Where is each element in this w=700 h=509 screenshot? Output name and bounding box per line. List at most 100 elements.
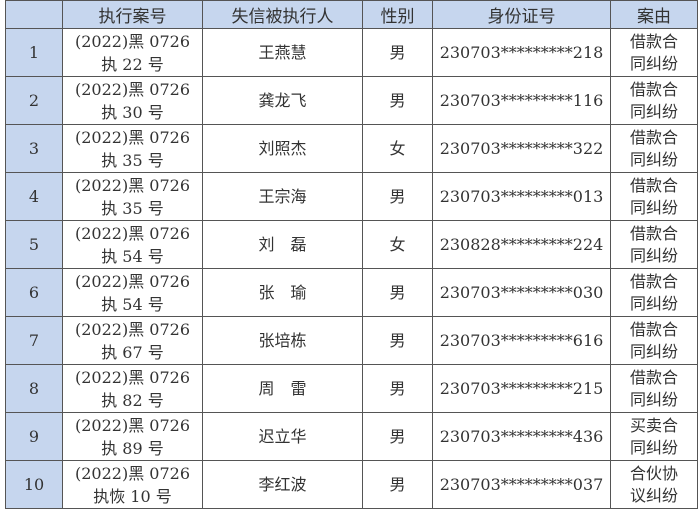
row-index: 5 bbox=[5, 220, 63, 269]
case-number: (2022)黑 0726 执 67 号 bbox=[62, 316, 203, 365]
header-case-number: 执行案号 bbox=[62, 0, 203, 29]
case-line-1: (2022)黑 0726 bbox=[74, 223, 190, 243]
case-number: (2022)黑 0726 执 35 号 bbox=[62, 172, 203, 221]
cause-line-2: 议纠纷 bbox=[629, 485, 678, 505]
case-line-1: (2022)黑 0726 bbox=[74, 31, 190, 51]
case-number: (2022)黑 0726 执 54 号 bbox=[62, 220, 203, 269]
gender: 男 bbox=[362, 460, 433, 509]
debtor-name: 王燕慧 bbox=[202, 28, 363, 77]
cause-line-2: 同纠纷 bbox=[629, 149, 678, 169]
table-row: 7 (2022)黑 0726 执 67 号 张培栋男 230703*********61… bbox=[5, 316, 698, 365]
case-line-1: (2022)黑 0726 bbox=[74, 79, 190, 99]
header-debtor: 失信被执行人 bbox=[202, 0, 363, 29]
row-index: 10 bbox=[5, 460, 63, 509]
cause-line-1: 借款合 bbox=[629, 127, 678, 147]
debtor-name: 迟立华 bbox=[202, 412, 363, 461]
row-index: 8 bbox=[5, 364, 63, 413]
cause: 借款合 同纠纷 bbox=[610, 28, 698, 77]
gender: 男 bbox=[362, 28, 433, 77]
case-number: (2022)黑 0726 执 54 号 bbox=[62, 268, 203, 317]
cause-line-2: 同纠纷 bbox=[629, 245, 678, 265]
cause-line-1: 借款合 bbox=[629, 367, 678, 387]
id-number: 230703*********616 bbox=[432, 316, 611, 365]
cause-line-2: 同纠纷 bbox=[629, 53, 678, 73]
table-row: 3 (2022)黑 0726 执 35 号 刘照杰女 230703*********32… bbox=[5, 124, 698, 173]
row-index: 6 bbox=[5, 268, 63, 317]
case-line-2: 执 35 号 bbox=[101, 150, 164, 170]
gender: 女 bbox=[362, 220, 433, 269]
cause: 借款合 同纠纷 bbox=[610, 364, 698, 413]
case-line-2: 执 30 号 bbox=[101, 102, 164, 122]
cause: 买卖合 同纠纷 bbox=[610, 412, 698, 461]
table-row: 10 (2022)黑 0726 执恢 10 号 李红波男 230703*********… bbox=[5, 460, 698, 509]
table-row: 6 (2022)黑 0726 执 54 号 张 瑜男 230703*********03… bbox=[5, 268, 698, 317]
row-index: 2 bbox=[5, 76, 63, 125]
case-line-1: (2022)黑 0726 bbox=[74, 175, 190, 195]
cause-line-1: 买卖合 bbox=[629, 415, 678, 435]
header-index bbox=[5, 0, 63, 29]
cause: 借款合 同纠纷 bbox=[610, 268, 698, 317]
cause-line-2: 同纠纷 bbox=[629, 197, 678, 217]
cause-line-1: 借款合 bbox=[629, 175, 678, 195]
case-line-1: (2022)黑 0726 bbox=[74, 463, 190, 483]
case-number: (2022)黑 0726 执 89 号 bbox=[62, 412, 203, 461]
cause-line-1: 借款合 bbox=[629, 79, 678, 99]
case-number: (2022)黑 0726 执 22 号 bbox=[62, 28, 203, 77]
case-line-2: 执 35 号 bbox=[101, 198, 164, 218]
table-row: 1 (2022)黑 0726 执 22 号 王燕慧男 230703*********21… bbox=[5, 28, 698, 77]
debtor-table: 执行案号 失信被执行人 性别 身份证号 案由 1 (2022)黑 0726 执 22… bbox=[5, 0, 698, 509]
debtor-name: 张培栋 bbox=[202, 316, 363, 365]
id-number: 230703*********116 bbox=[432, 76, 611, 125]
cause-line-2: 同纠纷 bbox=[629, 437, 678, 457]
id-number: 230703*********037 bbox=[432, 460, 611, 509]
header-row: 执行案号 失信被执行人 性别 身份证号 案由 bbox=[5, 0, 698, 29]
id-number: 230703*********322 bbox=[432, 124, 611, 173]
cause-line-2: 同纠纷 bbox=[629, 341, 678, 361]
case-line-2: 执恢 10 号 bbox=[93, 486, 172, 506]
cause: 借款合 同纠纷 bbox=[610, 124, 698, 173]
id-number: 230703*********436 bbox=[432, 412, 611, 461]
case-line-1: (2022)黑 0726 bbox=[74, 271, 190, 291]
cause: 借款合 同纠纷 bbox=[610, 76, 698, 125]
id-number: 230703*********215 bbox=[432, 364, 611, 413]
debtor-name: 周 雷 bbox=[202, 364, 363, 413]
cause: 合伙协 议纠纷 bbox=[610, 460, 698, 509]
gender: 男 bbox=[362, 364, 433, 413]
cause-line-2: 同纠纷 bbox=[629, 293, 678, 313]
cause-line-2: 同纠纷 bbox=[629, 389, 678, 409]
row-index: 3 bbox=[5, 124, 63, 173]
row-index: 7 bbox=[5, 316, 63, 365]
case-line-1: (2022)黑 0726 bbox=[74, 319, 190, 339]
gender: 男 bbox=[362, 412, 433, 461]
case-line-2: 执 54 号 bbox=[101, 246, 164, 266]
case-line-2: 执 89 号 bbox=[101, 438, 164, 458]
table-row: 9 (2022)黑 0726 执 89 号 迟立华男 230703*********43… bbox=[5, 412, 698, 461]
row-index: 4 bbox=[5, 172, 63, 221]
cause: 借款合 同纠纷 bbox=[610, 172, 698, 221]
debtor-name: 王宗海 bbox=[202, 172, 363, 221]
debtor-name: 刘 磊 bbox=[202, 220, 363, 269]
cause-line-1: 借款合 bbox=[629, 31, 678, 51]
gender: 男 bbox=[362, 76, 433, 125]
cause-line-1: 借款合 bbox=[629, 319, 678, 339]
case-number: (2022)黑 0726 执 35 号 bbox=[62, 124, 203, 173]
case-line-2: 执 54 号 bbox=[101, 294, 164, 314]
id-number: 230703*********030 bbox=[432, 268, 611, 317]
case-line-1: (2022)黑 0726 bbox=[74, 367, 190, 387]
cause-line-1: 借款合 bbox=[629, 223, 678, 243]
cause: 借款合 同纠纷 bbox=[610, 220, 698, 269]
row-index: 1 bbox=[5, 28, 63, 77]
table-row: 4 (2022)黑 0726 执 35 号 王宗海男 230703*********01… bbox=[5, 172, 698, 221]
gender: 男 bbox=[362, 172, 433, 221]
case-line-2: 执 22 号 bbox=[101, 54, 164, 74]
cause-line-1: 借款合 bbox=[629, 271, 678, 291]
case-number: (2022)黑 0726 执 82 号 bbox=[62, 364, 203, 413]
table-row: 5 (2022)黑 0726 执 54 号 刘 磊女 230828*********22… bbox=[5, 220, 698, 269]
case-line-2: 执 82 号 bbox=[101, 390, 164, 410]
gender: 女 bbox=[362, 124, 433, 173]
debtor-name: 李红波 bbox=[202, 460, 363, 509]
case-number: (2022)黑 0726 执 30 号 bbox=[62, 76, 203, 125]
debtor-name: 刘照杰 bbox=[202, 124, 363, 173]
case-number: (2022)黑 0726 执恢 10 号 bbox=[62, 460, 203, 509]
id-number: 230703*********013 bbox=[432, 172, 611, 221]
